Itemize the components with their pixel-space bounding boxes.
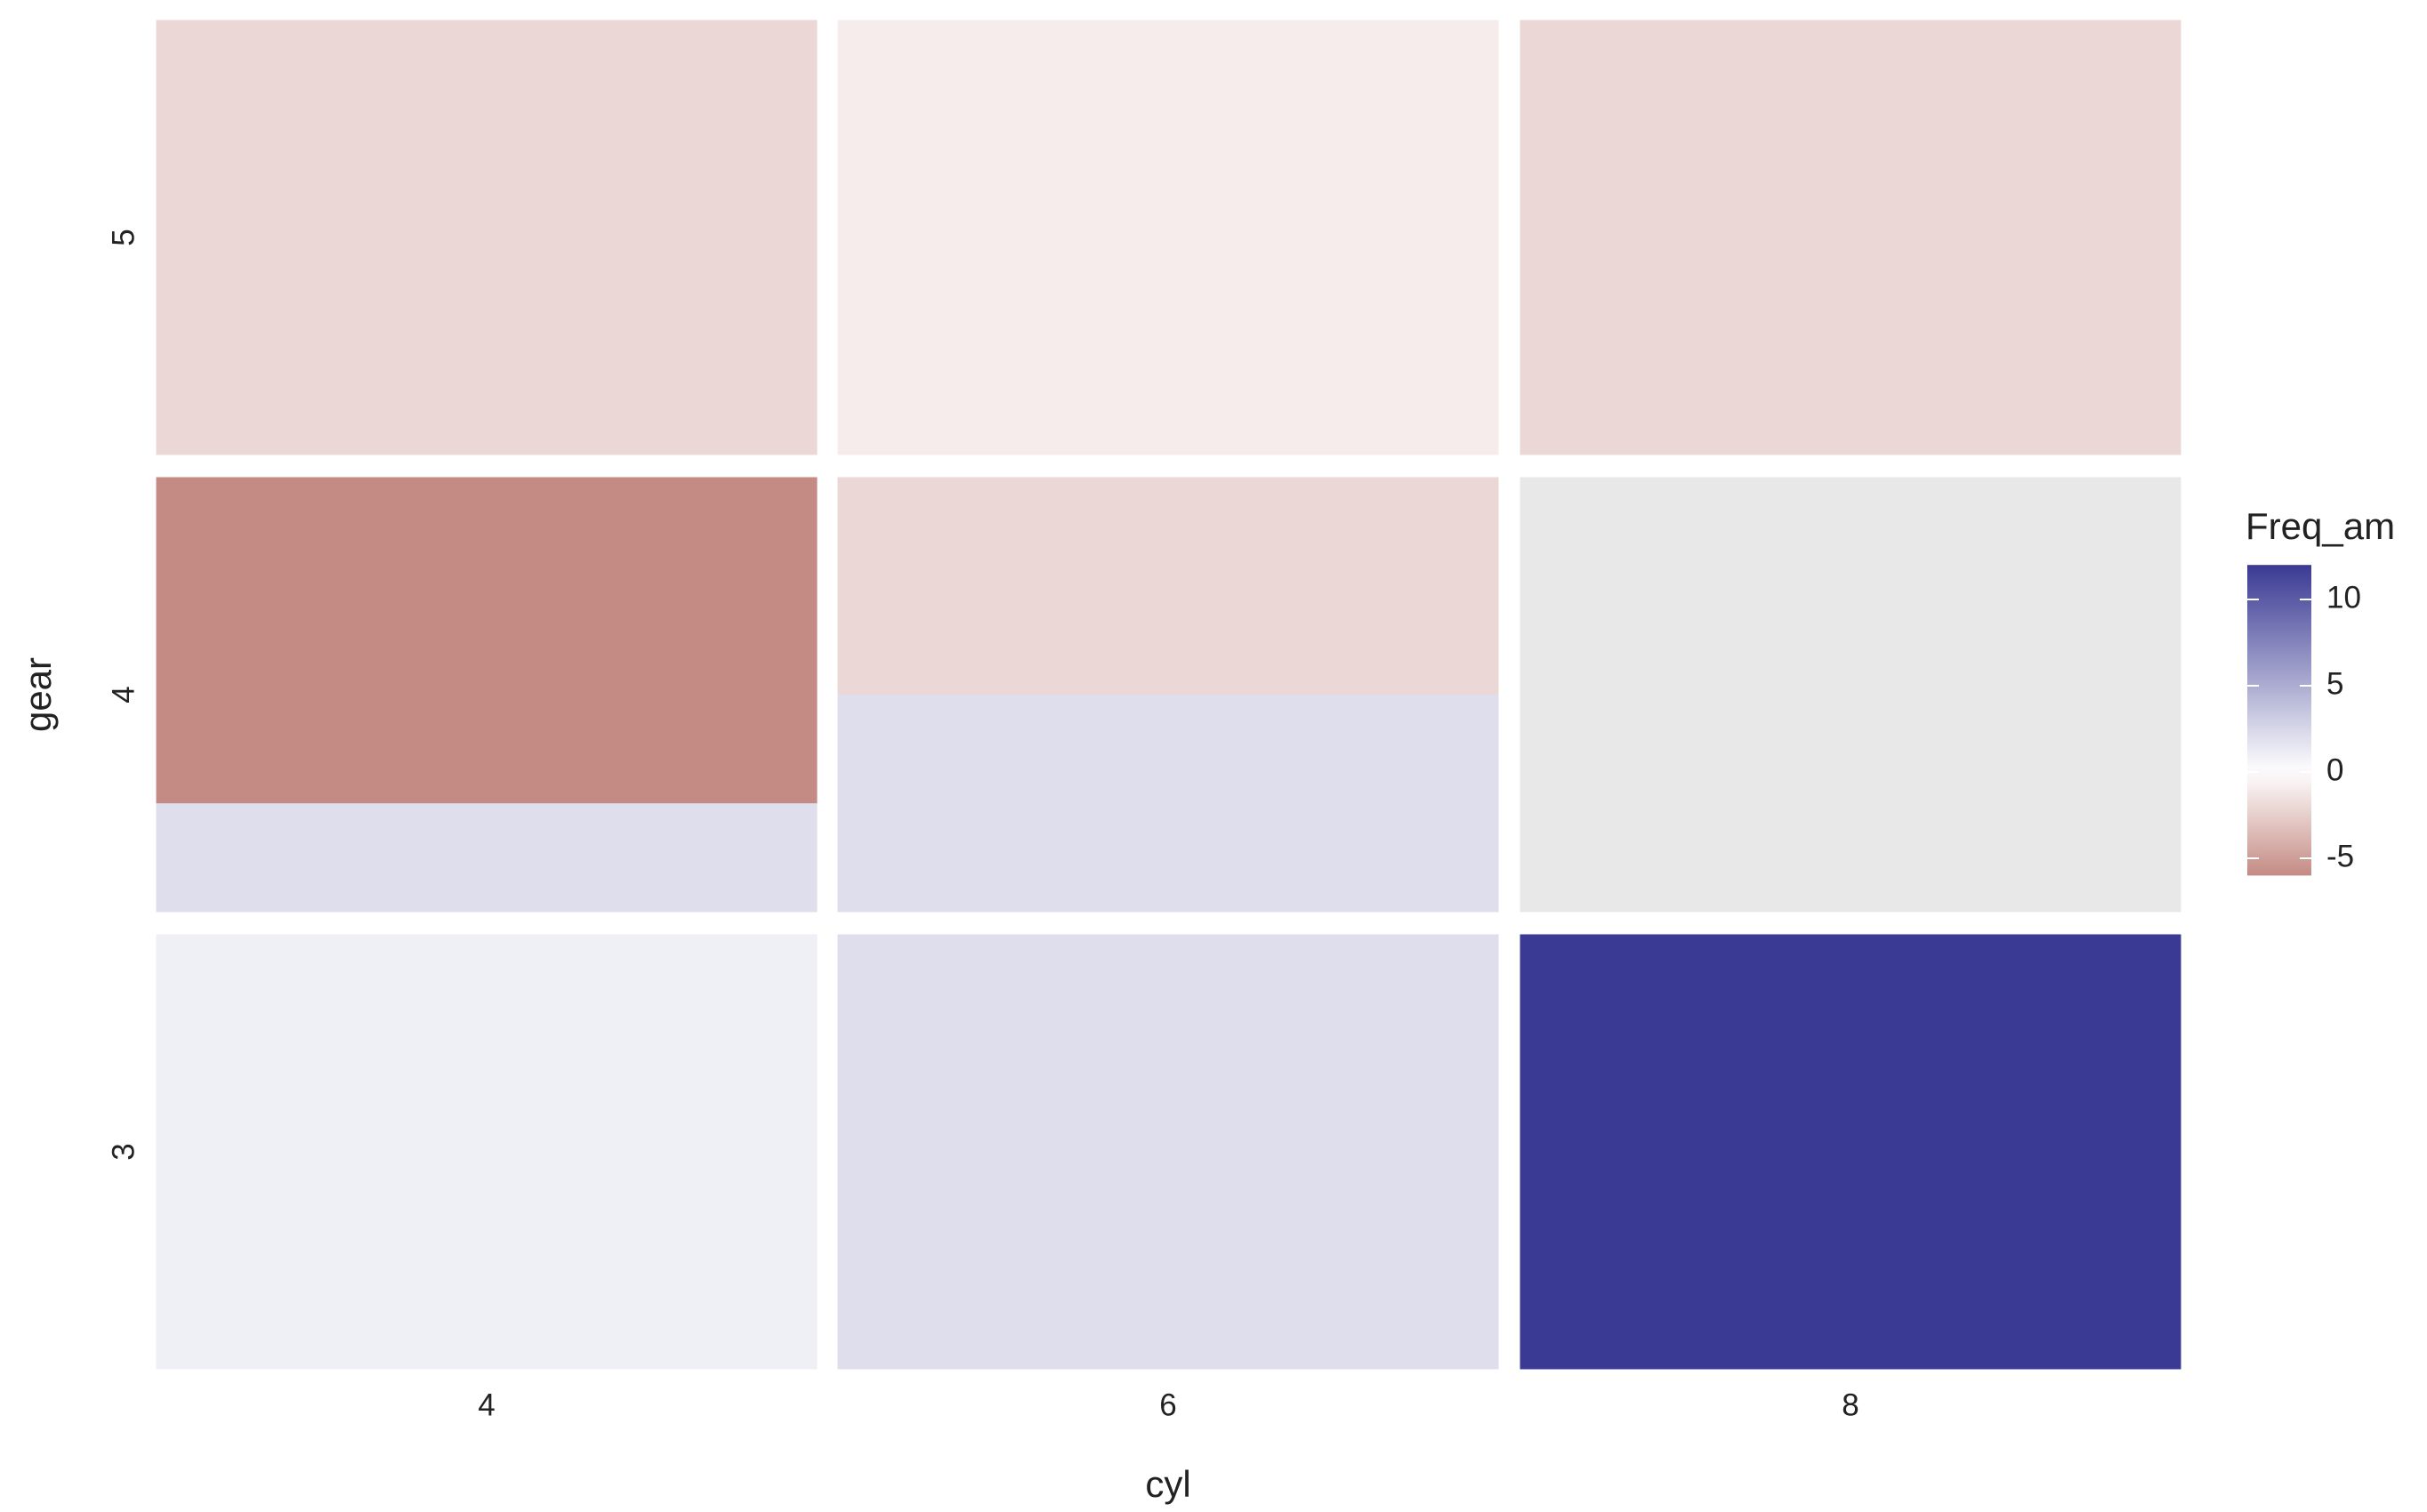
tile-segment [1520, 934, 2181, 1370]
tile-segment [837, 20, 1499, 455]
y-tick-label: 4 [106, 686, 141, 703]
tile-segment [156, 477, 818, 804]
colorbar [2247, 565, 2311, 876]
tile-segment [156, 934, 818, 1370]
tile-segment [1520, 477, 2181, 913]
tile-segment [156, 803, 818, 913]
colorbar-tick-label: 0 [2326, 752, 2343, 787]
x-tick-label: 8 [1842, 1387, 1859, 1422]
tile-segment [837, 934, 1499, 1370]
y-tick-label: 3 [106, 1143, 141, 1160]
tile-segment [156, 20, 818, 455]
y-axis-title: gear [17, 657, 59, 732]
tile-segment [837, 695, 1499, 913]
colorbar-tick-label: -5 [2326, 839, 2354, 873]
x-tick-label: 6 [1159, 1387, 1176, 1422]
x-axis-title: cyl [1145, 1463, 1190, 1505]
tile-segment [1520, 20, 2181, 455]
y-tick-label: 5 [106, 229, 141, 245]
colorbar-tick-label: 10 [2326, 580, 2361, 615]
legend-title: Freq_am [2246, 505, 2395, 547]
colorbar-tick-label: 5 [2326, 666, 2343, 701]
tile-segment [837, 477, 1499, 695]
x-tick-label: 4 [478, 1387, 495, 1422]
